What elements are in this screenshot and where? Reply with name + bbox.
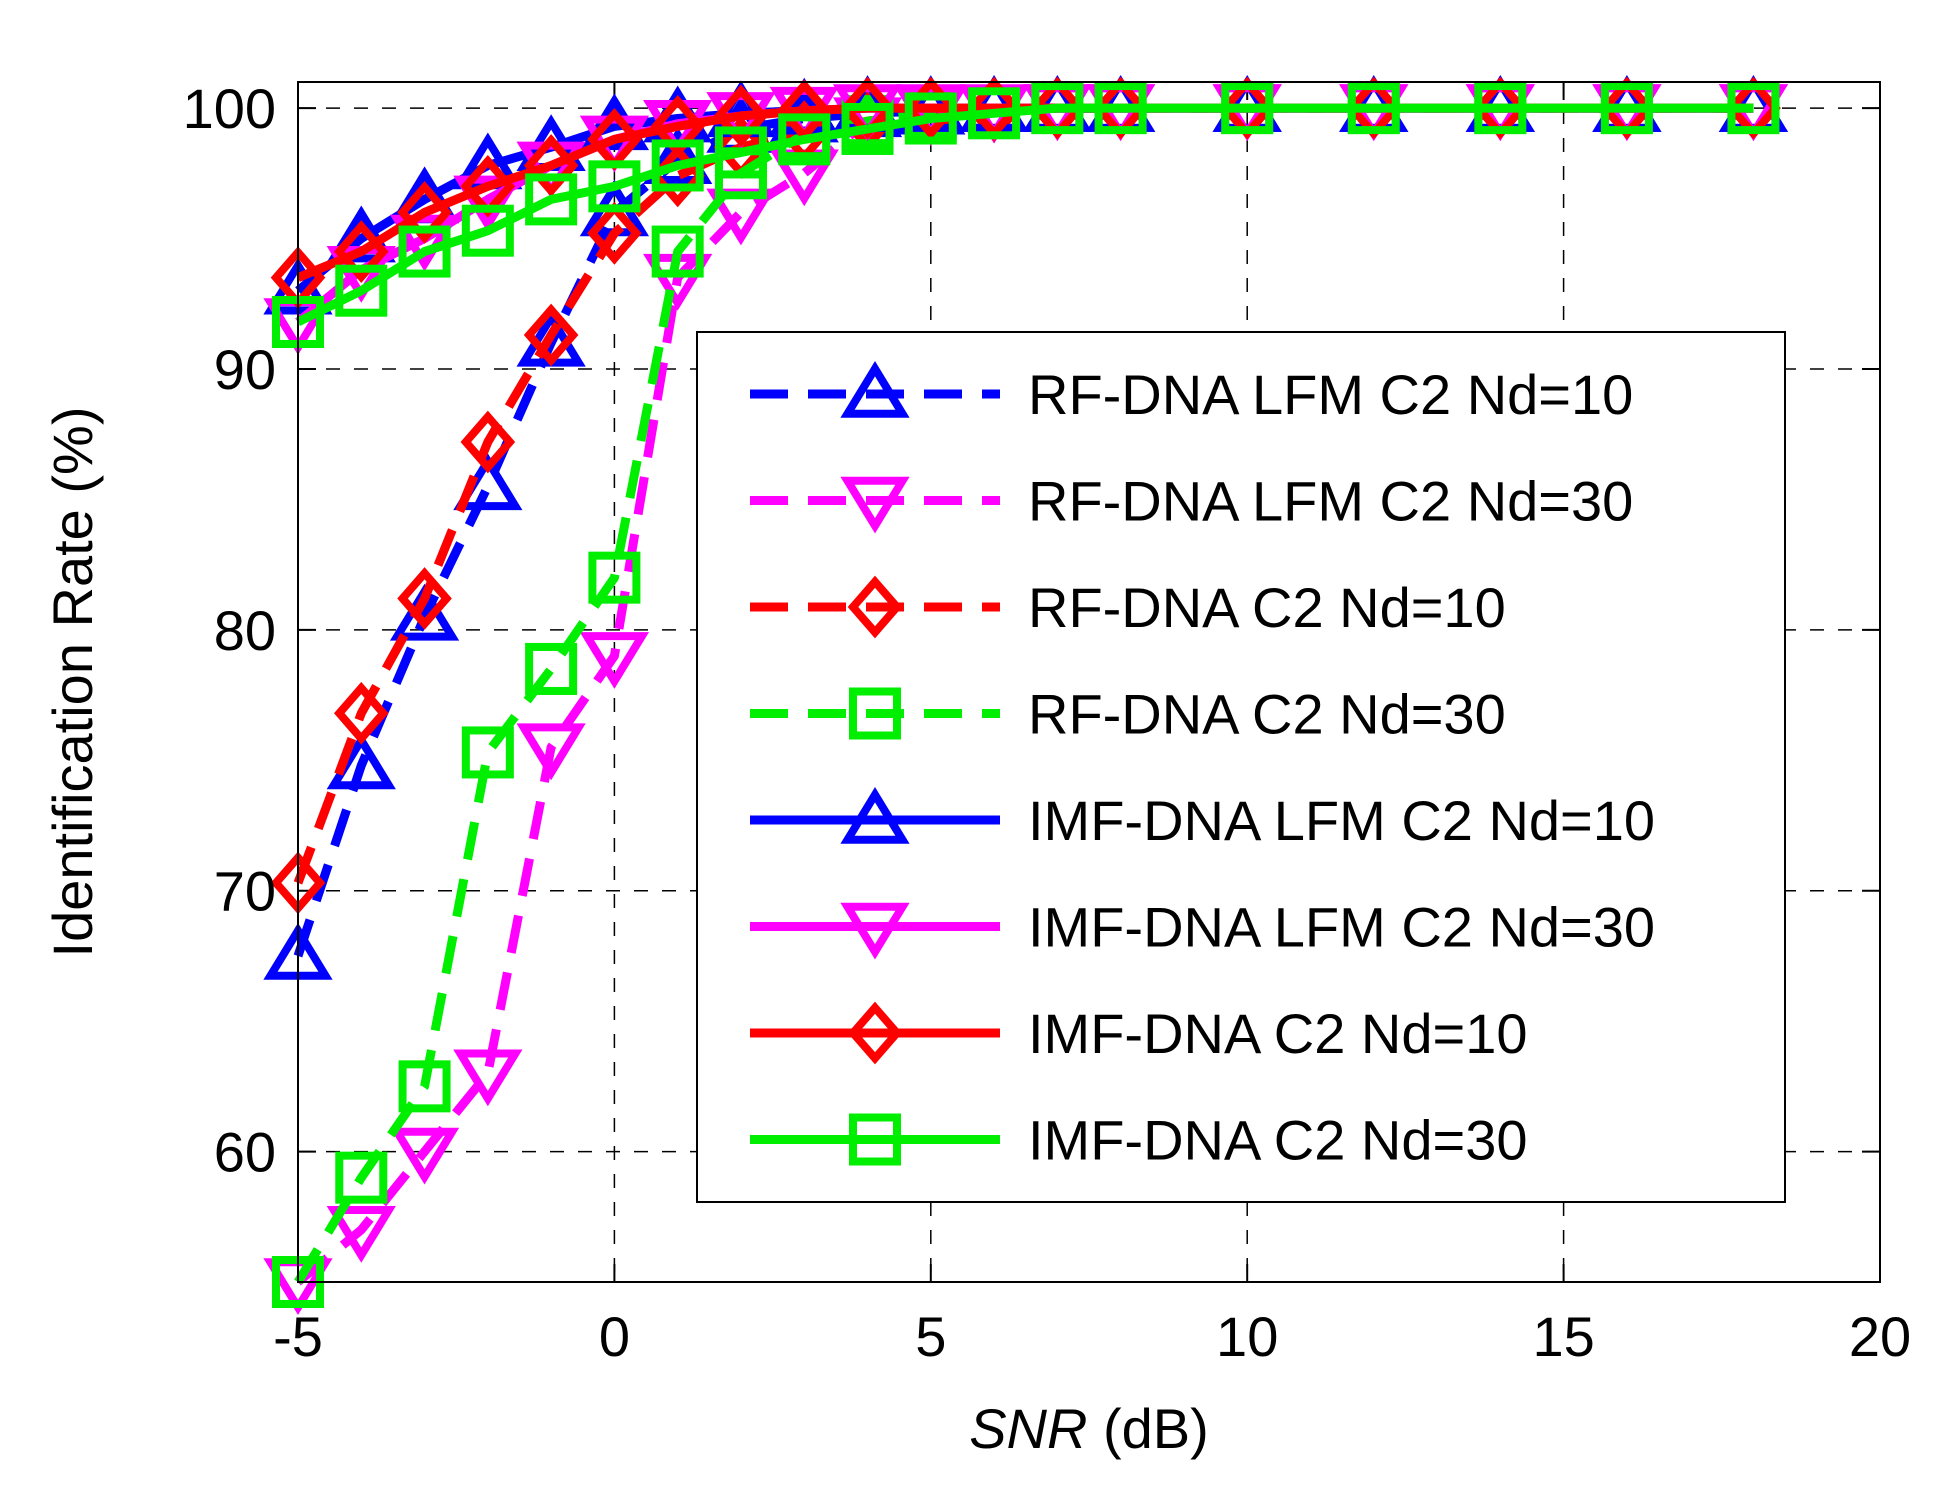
data-point [389,214,460,272]
data-point [588,160,641,213]
legend-marker [840,361,910,418]
legend-marker [847,1001,903,1065]
x-tick-label: 0 [599,1305,630,1368]
y-tick-label: 90 [214,338,276,401]
data-point [587,201,642,265]
data-point [1094,82,1147,135]
legend-box [696,331,1786,1203]
x-axis-title-unit: (dB) [1087,1397,1208,1460]
data-point [579,632,650,689]
legend-label: RF-DNA LFM C2 Nd=30 [1028,470,1633,533]
legend-marker [840,902,910,960]
data-point [461,726,514,779]
data-point [841,102,894,155]
data-point [904,92,957,145]
x-axis-title: SNR (dB) [969,1397,1209,1460]
data-point [516,723,586,781]
legend-marker [849,687,901,740]
y-tick-label: 60 [214,1121,276,1184]
legend-label: IMF-DNA LFM C2 Nd=30 [1028,896,1655,959]
legend-label: IMF-DNA LFM C2 Nd=10 [1028,789,1655,852]
series-line [296,103,1754,327]
data-point [335,1151,388,1204]
data-point [453,175,523,233]
legend-label: IMF-DNA C2 Nd=10 [1028,1002,1528,1065]
data-point [523,303,579,367]
x-tick-label: 10 [1216,1305,1278,1368]
data-point [1600,82,1653,135]
data-point [651,225,704,278]
legend-entry: IMF-DNA C2 Nd=30 [750,1109,1528,1172]
legend-entry: RF-DNA C2 Nd=10 [750,575,1506,639]
y-tick-label: 80 [214,599,276,662]
legend: RF-DNA LFM C2 Nd=10 RF-DNA LFM C2 Nd=30 RF… [696,331,1786,1203]
data-point [398,225,451,278]
legend-entry: IMF-DNA LFM C2 Nd=10 [750,787,1655,852]
x-tick-label: 15 [1532,1305,1594,1368]
data-point [333,681,389,745]
data-point [1727,82,1780,135]
data-point [1031,82,1084,135]
legend-label: RF-DNA C2 Nd=10 [1028,576,1506,639]
data-point [397,181,452,244]
data-point [335,264,388,317]
data-point [643,127,713,185]
data-point [1474,82,1527,135]
data-point [778,113,831,166]
legend-label: RF-DNA LFM C2 Nd=10 [1028,363,1633,426]
legend-marker [849,1113,901,1166]
legend-entry: RF-DNA LFM C2 Nd=30 [750,470,1633,534]
data-point [579,93,650,151]
data-point [326,1206,396,1263]
data-point [398,1060,451,1113]
legend-label: RF-DNA C2 Nd=30 [1028,683,1506,746]
data-point [1221,82,1274,135]
y-tick-label: 70 [214,860,276,923]
data-point [523,134,579,197]
legend-marker [840,476,910,534]
x-axis-title-main: SNR [969,1397,1087,1460]
data-point [714,126,767,179]
axes-frame [297,81,1881,1283]
data-point [326,205,396,263]
y-tick-label: 100 [183,77,276,140]
legend-marker [847,575,903,639]
data-point [650,94,705,158]
data-point [333,220,389,283]
data-point [397,567,452,630]
legend-label: IMF-DNA C2 Nd=30 [1028,1109,1528,1172]
x-tick-label: 5 [915,1305,946,1368]
data-point [453,1049,523,1107]
legend-entry: IMF-DNA LFM C2 Nd=30 [750,896,1655,960]
x-tick-label: -5 [273,1305,323,1368]
legend-entry: RF-DNA C2 Nd=30 [750,683,1506,746]
data-point [460,410,516,474]
x-tick-label: 20 [1849,1305,1911,1368]
data-point [651,139,704,192]
y-axis-title: Identification Rate (%) [41,407,104,958]
data-point [461,204,514,257]
data-point [588,551,641,604]
data-point [713,84,769,148]
series-8 [272,82,1780,348]
data-point [1347,82,1400,135]
data-point [968,87,1021,140]
data-point [389,1127,460,1185]
legend-marker [840,787,910,844]
tick-labels: -5 0 5 10 15 20 60 70 80 90 100 [183,77,1912,1368]
legend-entry: IMF-DNA C2 Nd=10 [750,1001,1528,1065]
data-point [525,173,578,226]
data-point [525,642,578,695]
legend-entry: RF-DNA LFM C2 Nd=10 [750,361,1633,426]
